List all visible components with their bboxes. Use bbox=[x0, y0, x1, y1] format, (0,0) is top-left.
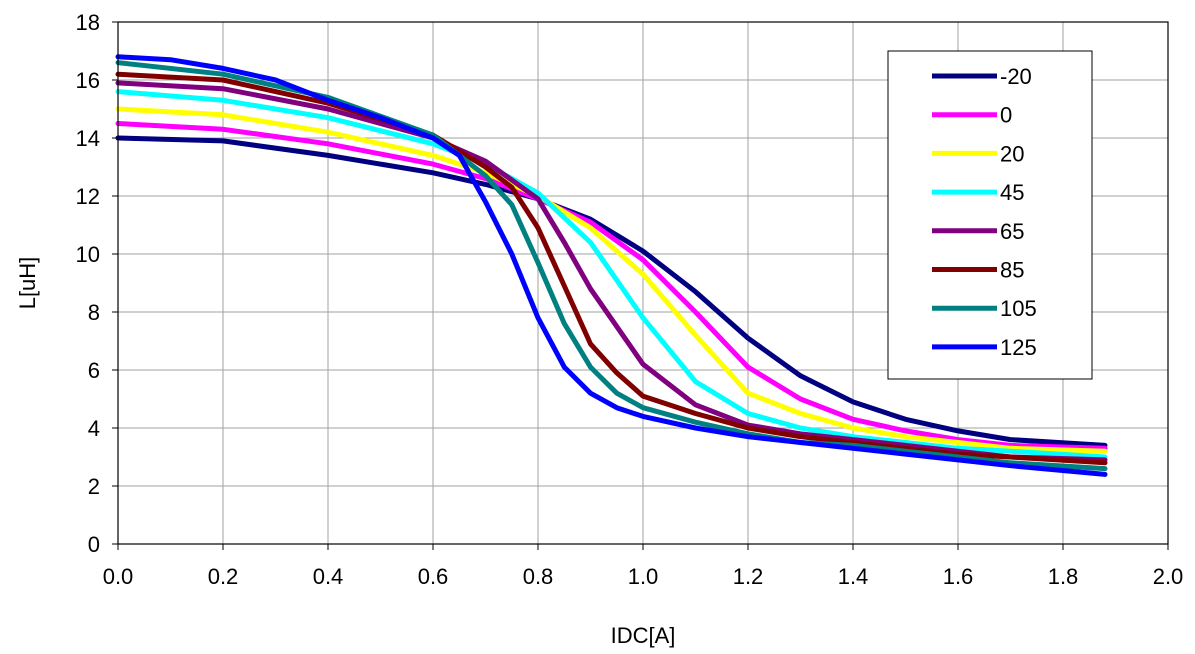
y-tick-label: 14 bbox=[76, 126, 100, 151]
series-line--20 bbox=[115, 135, 1108, 448]
y-tick-label: 18 bbox=[76, 10, 100, 35]
series-line-125 bbox=[115, 54, 1108, 477]
series-line-45 bbox=[115, 89, 1108, 460]
x-tick-label: 0.2 bbox=[208, 564, 239, 589]
y-tick-label: 8 bbox=[88, 300, 100, 325]
y-axis-title: L[uH] bbox=[15, 257, 40, 310]
x-tick-label: 0.6 bbox=[418, 564, 449, 589]
series-line-105 bbox=[115, 60, 1108, 472]
x-tick-label: 1.2 bbox=[733, 564, 764, 589]
legend-items: -20 0 20 45 65 85 105 125 bbox=[932, 64, 1037, 360]
x-tick-label: 0.0 bbox=[103, 564, 134, 589]
series-line-0 bbox=[115, 121, 1108, 451]
legend-box bbox=[887, 50, 1093, 380]
x-tick-label: 2.0 bbox=[1153, 564, 1184, 589]
legend-label-45: 45 bbox=[1000, 180, 1024, 205]
y-tick-label: 10 bbox=[76, 242, 100, 267]
y-tick-label: 6 bbox=[88, 358, 100, 383]
legend-label-85: 85 bbox=[1000, 258, 1024, 283]
x-tick-label: 0.8 bbox=[523, 564, 554, 589]
legend-label--20: -20 bbox=[1000, 64, 1032, 89]
y-tick-label: 16 bbox=[76, 68, 100, 93]
x-tick-label: 0.4 bbox=[313, 564, 344, 589]
x-tick-label: 1.8 bbox=[1048, 564, 1079, 589]
y-tick-label: 12 bbox=[76, 184, 100, 209]
series-lines bbox=[115, 54, 1108, 477]
legend-label-0: 0 bbox=[1000, 103, 1012, 128]
y-tick-label: 2 bbox=[88, 474, 100, 499]
y-ticks: 0 2 4 6 8 10 12 14 16 18 bbox=[76, 10, 118, 557]
x-tick-label: 1.0 bbox=[628, 564, 659, 589]
series-line-65 bbox=[115, 80, 1108, 463]
legend-label-65: 65 bbox=[1000, 219, 1024, 244]
legend-label-105: 105 bbox=[1000, 296, 1037, 321]
y-tick-label: 4 bbox=[88, 416, 100, 441]
legend-label-125: 125 bbox=[1000, 335, 1037, 360]
legend: -20 0 20 45 65 85 105 125 bbox=[887, 50, 1093, 380]
x-axis-title: IDC[A] bbox=[611, 623, 676, 648]
y-tick-label: 0 bbox=[88, 532, 100, 557]
x-ticks: 0.0 0.2 0.4 0.6 0.8 1.0 1.2 1.4 1.6 1.8 2.0 bbox=[103, 544, 1184, 589]
x-tick-label: 1.6 bbox=[943, 564, 974, 589]
x-tick-label: 1.4 bbox=[838, 564, 869, 589]
legend-label-20: 20 bbox=[1000, 141, 1024, 166]
series-line-20 bbox=[115, 106, 1108, 454]
